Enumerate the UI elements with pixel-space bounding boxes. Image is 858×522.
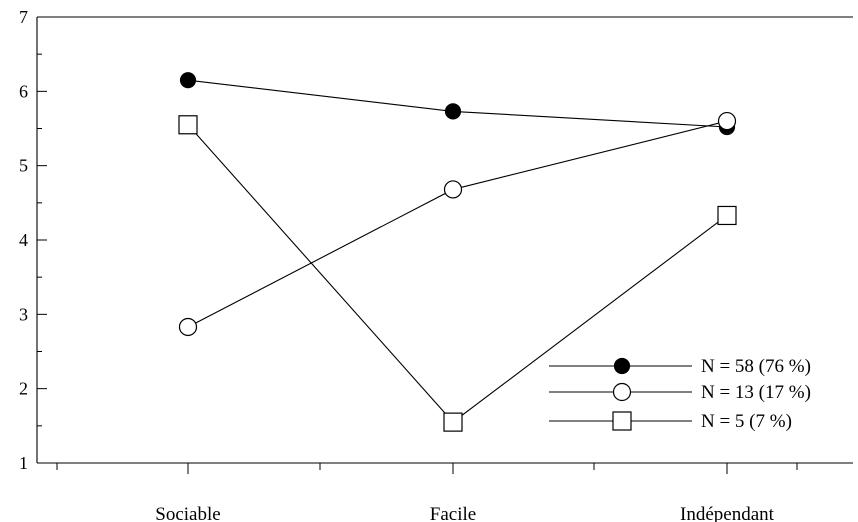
series-line-2 (187, 120, 728, 328)
legend-marker-2 (612, 382, 632, 402)
y-tick-label: 5 (19, 156, 28, 176)
x-tick-label: Sociable (155, 504, 220, 522)
series-line-1 (187, 79, 728, 128)
data-point-series-3 (443, 412, 463, 432)
data-point-series-2 (178, 317, 198, 337)
data-point-series-1 (179, 72, 197, 89)
y-axis-ticks: 1 2 3 4 5 6 7 (19, 7, 47, 473)
series-line-3 (187, 124, 728, 423)
y-tick-label: 7 (19, 7, 28, 27)
data-point-series-1 (444, 103, 462, 120)
legend-marker-3 (612, 411, 632, 431)
data-point-series-3 (178, 115, 198, 135)
y-tick-label: 6 (19, 81, 28, 101)
x-axis-ticks: Sociable Facile Indépendant (56, 463, 798, 522)
data-point-series-2 (717, 111, 737, 131)
series-layer (178, 72, 737, 432)
x-tick-label: Facile (430, 504, 476, 522)
data-point-series-3 (717, 205, 737, 226)
legend: N = 58 (76 %) N = 13 (17 %) N = 5 (7 %) (549, 356, 811, 432)
y-tick-label: 3 (19, 304, 28, 324)
legend-label-3: N = 5 (7 %) (701, 411, 792, 432)
x-tick-label: Indépendant (680, 504, 775, 522)
y-tick-label: 4 (19, 230, 28, 250)
y-tick-label: 1 (19, 453, 28, 473)
y-tick-label: 2 (19, 379, 28, 399)
data-point-series-2 (443, 180, 463, 199)
legend-label-2: N = 13 (17 %) (701, 382, 811, 403)
legend-marker-1 (613, 357, 631, 375)
legend-label-1: N = 58 (76 %) (701, 356, 811, 377)
